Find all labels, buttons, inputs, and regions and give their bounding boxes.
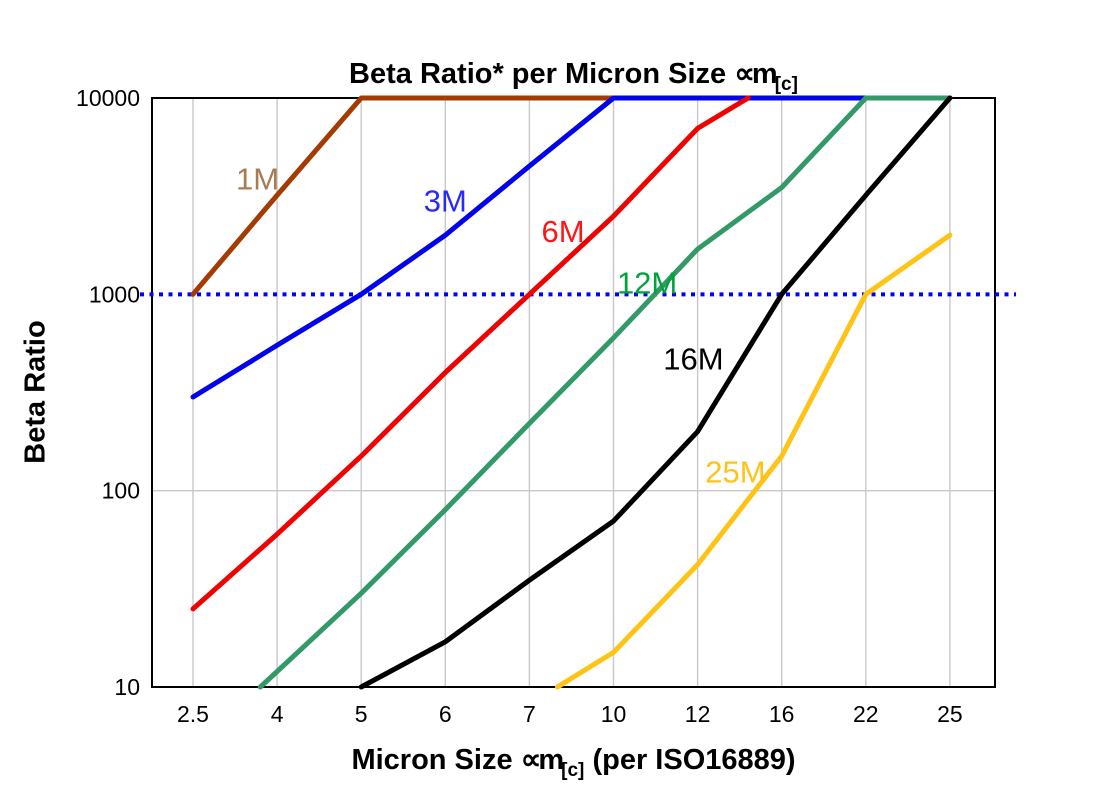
series-line-6m [190,95,751,612]
x-tick-label: 16 [769,701,795,727]
series-line-12m [257,95,953,690]
series-label-3m: 3M [424,184,467,219]
series-label-16m: 16M [663,342,723,377]
subscript-c: [c] [774,74,798,95]
x-axis-title: Micron Size ∝m[c] (per ISO16889) [152,742,995,782]
x-tick-label: 4 [271,701,284,727]
x-tick-label: 12 [685,701,711,727]
series-line-16m [358,95,953,690]
y-tick-label: 100 [102,478,140,504]
x-tick-label: 2.5 [177,701,209,727]
x-axis-title-post: (per ISO16889) [584,744,796,776]
x-tick-label: 22 [853,701,879,727]
y-tick-label: 10000 [76,85,140,111]
chart-title: Beta Ratio* per Micron Size ∝m[c] [152,56,995,96]
proportional-m-symbol: ∝m [520,744,564,776]
subscript-c: [c] [561,760,585,781]
x-tick-label: 7 [523,701,536,727]
series-line-3m [190,95,953,400]
x-tick-label: 10 [601,701,627,727]
x-tick-label: 25 [937,701,963,727]
y-tick-label: 10 [114,674,140,700]
x-tick-label: 5 [355,701,368,727]
series-label-1m: 1M [236,161,279,196]
proportional-m-symbol: ∝m [734,58,777,90]
chart-title-text: Beta Ratio* per Micron Size [349,58,735,90]
x-axis-title-pre: Micron Size [351,744,521,776]
y-tick-label: 1000 [89,281,140,307]
series-label-12m: 12M [617,265,677,300]
y-axis-title: Beta Ratio [19,320,52,464]
x-tick-label: 6 [439,701,452,727]
series-line-25m [554,232,953,690]
series-label-6m: 6M [541,214,584,249]
series-label-25m: 25M [705,455,765,490]
